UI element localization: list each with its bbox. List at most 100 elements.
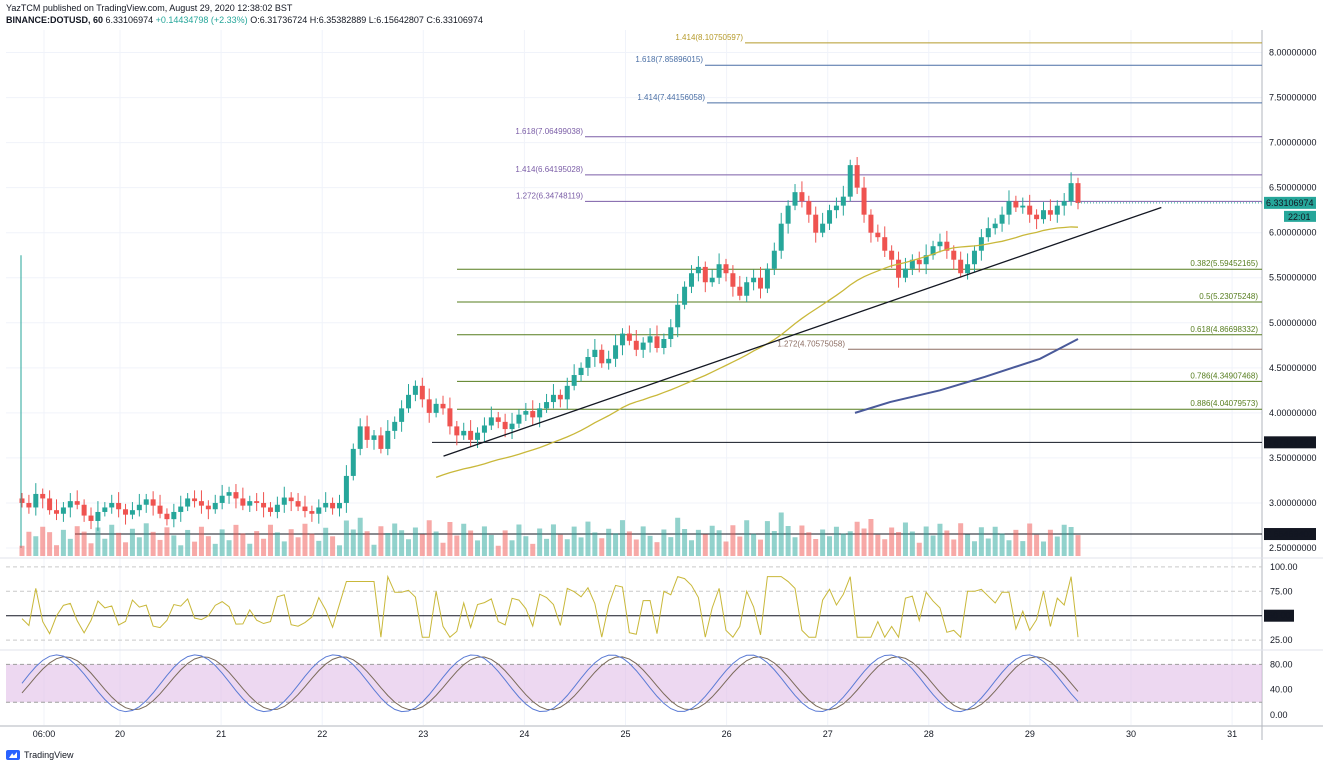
candle-body [274, 504, 280, 512]
moving-average-line [435, 226, 1079, 479]
volume-bar [896, 532, 902, 556]
candle-body [985, 228, 991, 238]
candle-body [737, 286, 743, 296]
candle-body [219, 495, 225, 503]
price-tick-label: 2.50000000 [1269, 543, 1317, 553]
volume-bar [1054, 536, 1060, 556]
volume-bar [695, 529, 701, 556]
volume-bar [33, 536, 39, 556]
candle-body [978, 237, 984, 251]
volume-bar [1075, 535, 1081, 556]
last-price-tag-label: 6.33106974 [1266, 198, 1314, 208]
volume-bar [495, 545, 501, 556]
volume-bar [626, 531, 632, 556]
volume-bar [412, 527, 418, 556]
rsi-line [21, 574, 1079, 639]
candle-body [695, 266, 701, 274]
candle-body [633, 340, 639, 350]
candle-body [143, 499, 149, 505]
stoch-tick-label: 80.00 [1270, 659, 1293, 669]
candle-body [461, 430, 467, 436]
candle-body [599, 349, 605, 364]
candle-body [626, 333, 632, 341]
candle-body [1027, 205, 1033, 215]
candle-body [751, 277, 757, 283]
time-tick-label: 30 [1126, 729, 1136, 739]
volume-bar [516, 524, 522, 556]
volume-bar [530, 543, 536, 556]
candle-body [81, 504, 87, 516]
candle-body [861, 187, 867, 215]
volume-bar [267, 524, 273, 556]
candle-body [1061, 201, 1067, 206]
candle-body [833, 205, 839, 211]
candle-body [764, 268, 770, 289]
candle-body [668, 327, 674, 339]
price-tick-label: 6.50000000 [1269, 183, 1317, 193]
volume-bar [723, 541, 729, 556]
volume-bar [461, 523, 467, 556]
volume-bar [1027, 523, 1033, 556]
fib-level-label: 1.618(7.06499038) [515, 127, 583, 136]
candle-body [785, 205, 791, 224]
price-tick-label: 3.50000000 [1269, 453, 1317, 463]
volume-bar [951, 539, 957, 556]
volume-bar [1006, 540, 1012, 556]
volume-bar [544, 538, 550, 556]
volume-bar [930, 535, 936, 556]
volume-bar [178, 545, 184, 556]
candle-body [350, 448, 356, 476]
volume-bar [261, 538, 267, 556]
candle-body [281, 497, 287, 505]
volume-bar [509, 540, 515, 556]
price-tick-label: 3.00000000 [1269, 498, 1317, 508]
candle-body [585, 357, 591, 368]
volume-bar [19, 545, 25, 556]
volume-bar [123, 542, 129, 556]
volume-bar [281, 541, 287, 556]
volume-bar [619, 520, 625, 556]
candle-body [744, 282, 750, 296]
fib-level-label: 1.272(4.70575058) [777, 339, 845, 348]
volume-bar [799, 525, 805, 556]
fib-level-label: 0.786(4.34907468) [1190, 371, 1258, 380]
volume-bar [868, 519, 874, 556]
stoch-k-line [21, 654, 1079, 713]
fib-level-label: 1.414(6.64195028) [515, 165, 583, 174]
candle-body [295, 501, 301, 507]
volume-bar [74, 526, 80, 556]
time-tick-label: 22 [317, 729, 327, 739]
volume-bar [481, 526, 487, 556]
candle-body [406, 394, 412, 409]
candle-body [1054, 205, 1060, 215]
volume-bar [978, 527, 984, 556]
volume-bar [406, 539, 412, 556]
candle-body [481, 425, 487, 433]
candle-body [716, 264, 722, 278]
price-tick-label: 6.00000000 [1269, 228, 1317, 238]
time-tick-label: 20 [115, 729, 125, 739]
symbol-name[interactable]: BINANCE:DOTUSD, 60 [6, 15, 104, 25]
volume-bar [109, 524, 115, 556]
volume-bar [758, 539, 764, 556]
fib-level-label: 0.618(4.86698332) [1190, 325, 1258, 334]
candle-body [475, 432, 481, 440]
tradingview-logo[interactable]: TradingView [6, 750, 74, 760]
candle-body [67, 501, 73, 508]
last-price-tag [1264, 196, 1316, 209]
candle-body [889, 250, 895, 260]
volume-bar [716, 530, 722, 556]
volume-bar [316, 540, 322, 556]
candle-body [1034, 214, 1040, 220]
candle-body [709, 277, 715, 283]
price-tick-label: 5.00000000 [1269, 318, 1317, 328]
candle-body [951, 250, 957, 260]
volume-bar [909, 531, 915, 556]
volume-bar [668, 537, 674, 556]
volume-bar [958, 523, 964, 556]
volume-bar [613, 533, 619, 556]
candle-body [60, 507, 66, 514]
rsi-tick-label: 75.00 [1270, 586, 1293, 596]
candle-body [619, 333, 625, 346]
